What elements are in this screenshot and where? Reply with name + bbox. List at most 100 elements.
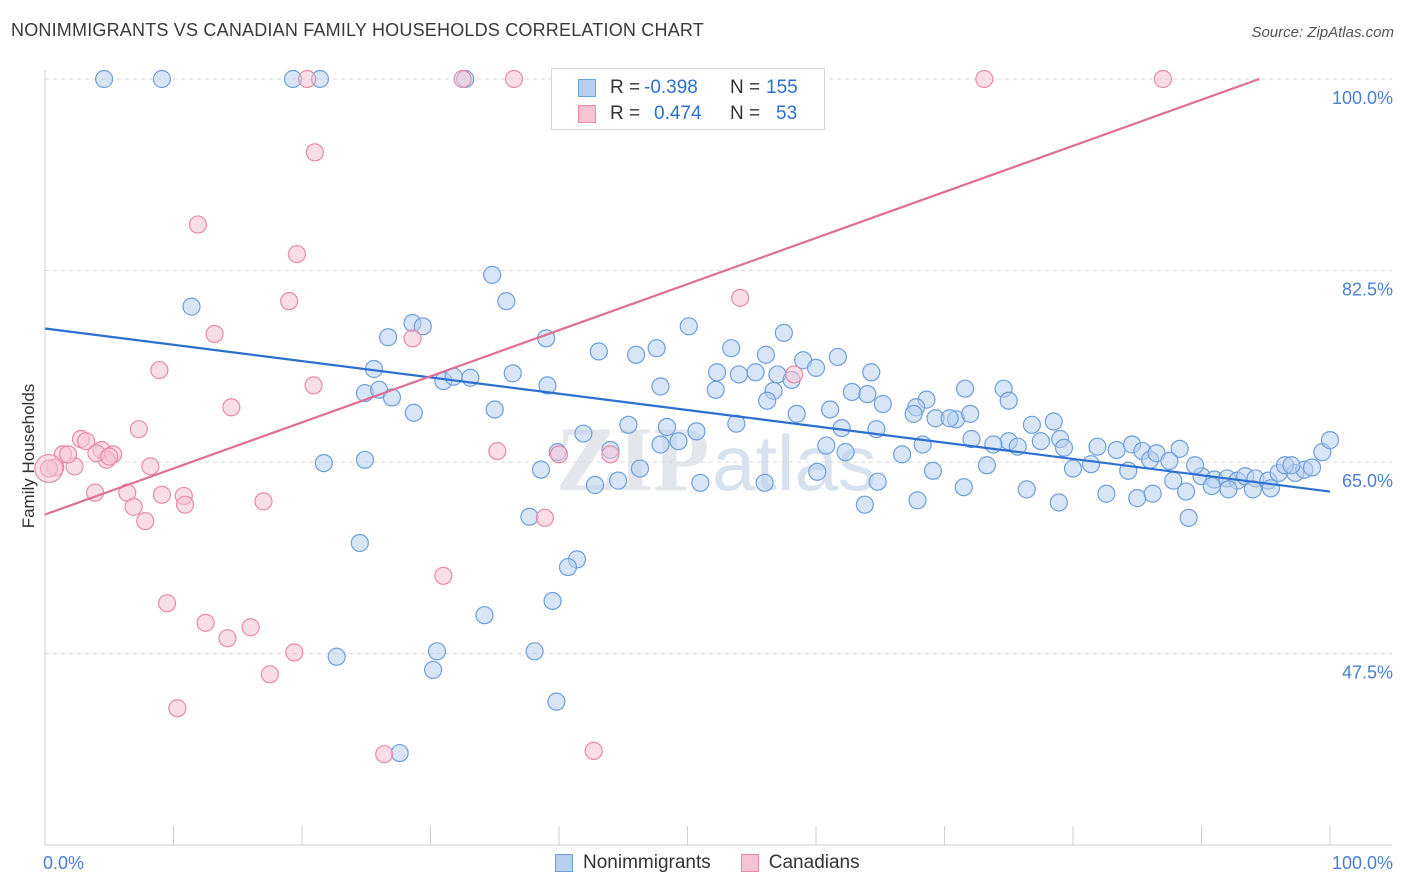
point-nonimmigrants: [520, 507, 539, 526]
point-canadians: [975, 69, 994, 89]
point-nonimmigrants: [999, 391, 1018, 410]
point-nonimmigrants: [404, 403, 423, 422]
point-nonimmigrants: [350, 533, 369, 553]
tick-labels: 100.0% 82.5% 65.0% 47.5% 0.0% 100.0%: [43, 88, 1393, 873]
point-nonimmigrants: [1049, 493, 1068, 512]
point-nonimmigrants: [630, 459, 650, 478]
point-canadians: [403, 329, 422, 348]
stats-n-value: 53: [776, 103, 798, 124]
point-canadians: [1153, 69, 1173, 89]
chart-title: NONIMMIGRANTS VS CANADIAN FAMILY HOUSEHO…: [11, 20, 704, 40]
point-nonimmigrants: [538, 376, 557, 395]
point-canadians: [100, 447, 119, 466]
point-nonimmigrants: [691, 473, 710, 492]
point-nonimmigrants: [626, 345, 646, 364]
point-nonimmigrants: [836, 443, 855, 462]
point-nonimmigrants: [1164, 471, 1183, 490]
point-nonimmigrants: [756, 345, 775, 364]
point-canadians: [175, 495, 195, 514]
point-nonimmigrants: [787, 404, 806, 423]
point-nonimmigrants: [1179, 508, 1198, 527]
point-nonimmigrants: [314, 453, 333, 473]
point-nonimmigrants: [1143, 484, 1162, 503]
point-nonimmigrants: [525, 642, 544, 661]
legend-label: Canadians: [768, 852, 860, 873]
point-canadians: [141, 457, 160, 476]
point-canadians: [254, 492, 273, 511]
trend-line-canadians: [44, 77, 1260, 516]
point-canadians: [298, 69, 317, 89]
point-nonimmigrants: [1044, 412, 1063, 431]
point-nonimmigrants: [1302, 458, 1322, 477]
point-nonimmigrants: [647, 339, 666, 358]
x-tick-label: 0.0%: [43, 853, 84, 873]
point-nonimmigrants: [589, 342, 608, 361]
point-nonimmigrants: [378, 328, 398, 347]
point-nonimmigrants: [1031, 432, 1050, 451]
point-canadians: [152, 485, 172, 504]
point-nonimmigrants: [904, 404, 923, 423]
point-nonimmigrants: [669, 432, 688, 451]
legend-item-canadians[interactable]: Canadians: [740, 852, 860, 874]
point-canadians: [150, 360, 169, 380]
point-nonimmigrants: [355, 450, 375, 469]
point-canadians: [731, 288, 750, 307]
point-nonimmigrants: [531, 460, 551, 479]
point-nonimmigrants: [1202, 476, 1221, 496]
point-canadians: [218, 629, 237, 648]
point-canadians: [549, 445, 569, 464]
point-nonimmigrants: [427, 642, 447, 661]
point-nonimmigrants: [543, 591, 562, 611]
point-nonimmigrants: [651, 377, 670, 396]
legend-label: Nonimmigrants: [583, 852, 711, 873]
stats-r-label: R =: [610, 103, 641, 124]
point-nonimmigrants: [821, 400, 840, 419]
y-tick-label: 82.5%: [1342, 280, 1393, 300]
point-canadians: [188, 215, 208, 234]
legend-item-nonimmigrants[interactable]: Nonimmigrants: [555, 852, 711, 874]
point-nonimmigrants: [327, 647, 346, 666]
point-nonimmigrants: [862, 363, 881, 382]
point-canadians: [305, 143, 324, 162]
point-nonimmigrants: [940, 409, 959, 428]
point-nonimmigrants: [95, 69, 114, 89]
point-canadians: [285, 643, 304, 662]
point-nonimmigrants: [1185, 456, 1205, 475]
point-nonimmigrants: [609, 471, 628, 490]
point-nonimmigrants: [955, 379, 975, 398]
point-canadians: [535, 508, 554, 527]
x-tick-label: 100.0%: [1332, 853, 1393, 873]
trend-lines: [44, 77, 1331, 516]
point-nonimmigrants: [547, 692, 566, 711]
point-nonimmigrants: [1170, 439, 1189, 458]
stats-swatch-blue: [578, 79, 596, 97]
point-canadians: [124, 497, 143, 516]
point-nonimmigrants: [758, 391, 777, 410]
point-nonimmigrants: [1081, 455, 1101, 474]
point-nonimmigrants: [1107, 440, 1126, 460]
point-canadians: [260, 665, 279, 684]
point-canadians: [785, 365, 804, 384]
point-nonimmigrants: [679, 317, 698, 336]
point-nonimmigrants: [961, 404, 980, 423]
stats-n-label: N =: [730, 103, 761, 124]
point-canadians: [601, 445, 620, 464]
point-nonimmigrants: [1320, 431, 1340, 450]
point-nonimmigrants: [855, 495, 874, 514]
stats-r-value: -0.398: [644, 77, 698, 98]
watermark-atlas: atlas: [712, 419, 877, 507]
stats-box: R = -0.398 N = 155 R = 0.474 N = 53: [551, 68, 825, 130]
point-canadians: [129, 420, 148, 439]
point-canadians: [584, 741, 603, 760]
point-nonimmigrants: [722, 339, 741, 358]
point-nonimmigrants: [828, 347, 847, 367]
stats-swatch-pink: [578, 105, 596, 123]
point-nonimmigrants: [977, 456, 997, 475]
point-nonimmigrants: [746, 363, 765, 382]
point-nonimmigrants: [954, 478, 973, 497]
point-nonimmigrants: [1022, 415, 1041, 434]
point-canadians: [157, 594, 177, 613]
point-canadians: [488, 441, 507, 461]
point-canadians: [287, 244, 306, 264]
